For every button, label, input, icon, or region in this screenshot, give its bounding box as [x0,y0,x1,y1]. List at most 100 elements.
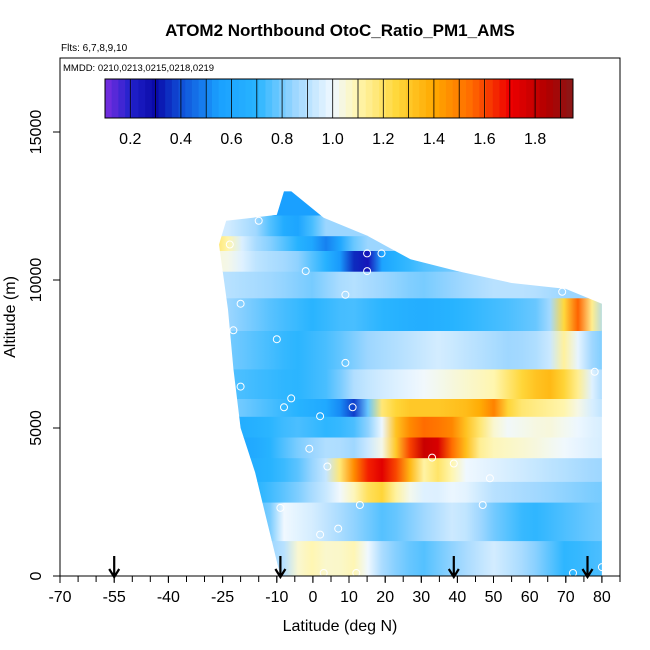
x-tick-label: 40 [449,589,467,606]
colorbar-segment [399,79,407,118]
x-tick-label: 20 [376,589,394,606]
heatmap-layer [219,297,602,331]
heatmap-layer [219,502,602,542]
colorbar-segment [105,79,113,118]
y-axis-label: Altitude (m) [2,276,19,358]
heatmap-layer [219,368,602,399]
observation-point [558,287,567,296]
observation-point [341,358,350,367]
colorbar-segment [345,79,353,118]
colorbar-segment [459,79,467,118]
colorbar-tick-label: 1.8 [524,131,546,148]
observation-point [597,563,606,572]
x-tick-label: 80 [593,589,611,606]
colorbar-segment [425,79,433,118]
colorbar-segment [419,79,427,118]
colorbar-segment [205,79,213,118]
colorbar-tick-label: 1.6 [473,131,495,148]
down-arrow-icon [581,556,594,580]
observation-point [254,216,263,225]
x-tick-label: 60 [521,589,539,606]
observation-point [569,569,577,576]
heatmap-layer [219,457,602,482]
heatmap-layers [219,191,602,576]
colorbar-segment [232,79,240,118]
observation-point [280,403,288,412]
colorbar-segment [339,79,347,118]
observation-point [355,501,364,509]
colorbar-segment [385,79,393,118]
colorbar-segment [492,79,500,118]
colorbar-segment [379,79,387,118]
colorbar-segment [452,79,460,118]
observation-point [363,267,372,276]
x-tick-label: 70 [557,589,575,606]
observation-point [236,382,245,391]
observation-point [276,503,285,512]
heatmap-layer [219,481,602,503]
x-axis-label: Latitude (deg N) [283,618,398,635]
x-axis: -70 -55 -40 -25 -10 0 10 20 30 40 50 60 70 80 [48,576,621,606]
colorbar-segment [145,79,153,118]
colorbar-segment [292,79,300,118]
flight-arrows [108,556,594,580]
colorbar-segment [111,79,119,118]
mmdd-annotation: MMDD: 0210,0213,0215,0218,0219 [63,63,214,74]
x-tick-label: -40 [157,589,180,606]
colorbar-segment [359,79,367,118]
colorbar-tick-label: 1.2 [372,131,394,148]
colorbar-segment [466,79,474,118]
colorbar-segment [158,79,166,118]
colorbar-segment [185,79,193,118]
heatmap-layer [219,235,602,251]
colorbar-segment [512,79,520,118]
y-axis: 0 5000 10000 15000 [28,110,60,580]
colorbar-segment [526,79,534,118]
observation-point [449,459,458,468]
colorbar-segment [171,79,179,118]
colorbar-segment [405,79,413,118]
y-tick-label: 15000 [28,110,45,155]
heatmap-layer [219,250,602,272]
colorbar-segment [546,79,554,118]
colorbar-tick-label: 0.4 [170,131,192,148]
colorbar-segment [532,79,540,118]
observation-point [316,530,325,539]
observation-points [225,216,606,576]
y-tick-label: 5000 [28,410,45,446]
down-arrow-icon [108,556,121,580]
heatmap-layer [219,398,602,417]
colorbar-segment [486,79,494,118]
observation-point [229,326,238,335]
x-tick-label: 0 [308,589,317,606]
down-arrow-icon [274,556,287,580]
observation-point [377,249,386,258]
observation-point [352,569,361,576]
observation-point [272,335,281,344]
colorbar-segment [372,79,380,118]
x-tick-label: 10 [340,589,358,606]
observation-point [334,524,343,533]
colorbar-segment [479,79,487,118]
y-tick-label: 0 [28,571,45,580]
observation-point [323,462,332,471]
chart-title: ATOM2 Northbound OtoC_Ratio_PM1_AMS [165,21,515,40]
heatmap-layer [219,191,602,216]
observation-point [236,299,245,308]
observation-point [428,453,437,462]
plot-frame [59,57,621,577]
colorbar-segment [445,79,454,118]
observation-point [316,412,325,421]
colorbar-segment [519,79,527,118]
colorbar-segment [211,79,220,118]
colorbar-segment [178,79,186,118]
colorbar-segment [499,79,507,118]
colorbar-segment [218,79,226,118]
colorbar-segment [439,79,447,118]
colorbar-segment [238,79,246,118]
colorbar-segment [472,79,480,118]
colorbar-tick-label: 0.2 [119,131,141,148]
colorbar-segment [412,79,420,118]
colorbar-segment [325,79,333,118]
chart-subtitle: Flts: 6,7,8,9,10 [61,43,128,54]
